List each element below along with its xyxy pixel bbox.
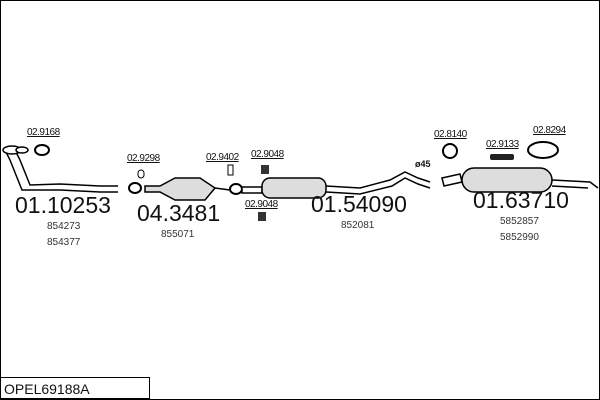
- ref-number: 855071: [161, 229, 195, 240]
- part-number: 01.63710: [473, 187, 569, 213]
- clamp-icon: [227, 164, 234, 176]
- accessory-label: 02.9298: [127, 153, 160, 164]
- mount-icon: [442, 143, 458, 159]
- rubber-mount-icon: [261, 165, 269, 174]
- gasket-icon: [229, 183, 243, 195]
- rubber-mount-icon: [258, 212, 266, 221]
- accessory-label: 02.9402: [206, 152, 239, 163]
- ref-number: 854273: [47, 221, 81, 232]
- accessory-label: 02.8140: [434, 129, 467, 140]
- gasket-icon: [128, 182, 142, 194]
- part-number: 04.3481: [137, 200, 221, 226]
- part-number: 01.54090: [311, 191, 407, 217]
- rear-silencer: [441, 167, 599, 193]
- accessory-label: 02.9048: [245, 199, 278, 210]
- gasket-icon: [34, 144, 50, 156]
- ref-number: 854377: [47, 237, 81, 248]
- accessory-label: 02.9168: [27, 127, 60, 138]
- clamp-icon: [137, 169, 145, 179]
- accessory-label: 02.8294: [533, 125, 566, 136]
- accessory-label: 02.9048: [251, 149, 284, 160]
- diagram-code: OPEL69188A: [0, 377, 150, 399]
- rubber-strip-icon: [490, 154, 514, 160]
- part-number: 01.10253: [15, 192, 111, 218]
- ref-number: 5852990: [500, 232, 539, 243]
- accessory-label: 02.9133: [486, 139, 519, 150]
- ref-number: 852081: [341, 220, 375, 231]
- ring-icon: [527, 141, 559, 159]
- front-pipe: [2, 145, 118, 193]
- ref-number: 5852857: [500, 216, 539, 227]
- middle-silencer: [241, 171, 431, 199]
- diameter-label: ø45: [415, 159, 431, 169]
- catalytic-converter: [144, 177, 231, 201]
